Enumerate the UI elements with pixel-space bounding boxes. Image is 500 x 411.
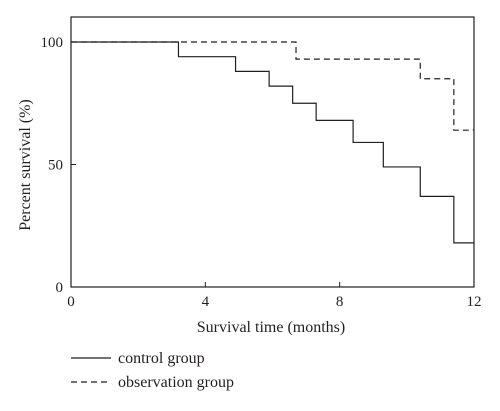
x-tick-label: 4 [202, 294, 210, 310]
x-axis-label: Survival time (months) [197, 319, 345, 336]
plot-area: 0 4 8 12 0 50 100 [41, 16, 482, 310]
x-tick-label: 12 [467, 294, 482, 310]
plot-frame [70, 16, 475, 288]
x-tick-label: 8 [336, 294, 344, 310]
legend-label-observation-group: observation group [118, 374, 234, 391]
y-tick-label: 0 [56, 280, 64, 296]
legend-label-control-group: control group [118, 350, 205, 367]
y-tick-label: 50 [48, 158, 63, 174]
series-line-observation-group [71, 41, 474, 131]
series-line-control-group [71, 41, 474, 244]
legend: control group observation group [71, 350, 234, 391]
x-tick-label: 0 [67, 294, 75, 310]
y-tick-label: 100 [41, 35, 64, 51]
y-axis-label: Percent survival (%) [17, 99, 34, 231]
